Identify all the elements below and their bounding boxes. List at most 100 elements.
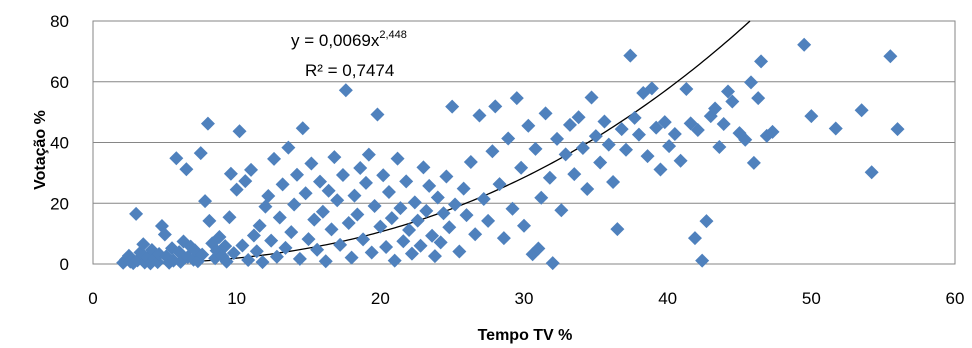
data-point [456,181,471,196]
data-point [725,94,740,109]
data-point [854,103,869,118]
trendline-equation: y = 0,0069x2,448 [291,29,407,50]
data-point [212,229,227,244]
data-point [226,246,241,261]
data-point [281,140,296,155]
data-point [272,210,287,225]
data-point [501,131,516,146]
data-point [452,244,467,259]
data-point [593,155,608,170]
y-tick-label: 40 [50,134,69,153]
data-point [425,228,440,243]
data-point [673,153,688,168]
x-tick-label: 30 [515,289,534,308]
data-point [667,126,682,141]
data-point [258,199,273,214]
data-point [267,151,282,166]
data-point [335,168,350,183]
data-point [445,99,460,114]
data-point [367,198,382,213]
y-tick-label: 60 [50,73,69,92]
data-point [370,107,385,122]
data-point [580,181,595,196]
y-tick-label: 20 [50,194,69,213]
data-point [427,249,442,264]
data-point [550,131,565,146]
data-point [485,144,500,159]
data-point [287,197,302,212]
x-tick-label: 20 [371,289,390,308]
data-point [606,174,621,189]
data-point [364,245,379,260]
data-point [361,147,376,162]
data-point [347,188,362,203]
data-point [301,232,316,247]
data-point [307,212,322,227]
data-point [588,129,603,144]
data-point [754,54,769,69]
data-point [690,123,705,138]
y-tick-label: 0 [60,255,69,274]
data-point [393,201,408,216]
x-tick-label: 60 [946,289,965,308]
data-point [376,168,391,183]
data-point [350,207,365,222]
data-point [255,255,270,270]
data-point [396,234,411,249]
data-point [472,108,487,123]
data-point [312,174,327,189]
data-point [601,137,616,152]
data-point [219,254,234,269]
data-point [534,190,549,205]
data-point [584,90,599,105]
data-point [298,186,313,201]
y-tick-label: 80 [50,12,69,31]
data-point [662,139,677,154]
data-point [640,149,655,164]
data-point [413,238,428,253]
data-point [246,228,261,243]
data-point [381,185,396,200]
data-point [129,206,144,221]
data-point [200,116,215,131]
tick-labels: 0 10 20 30 40 50 60 0 20 40 60 80 [50,12,964,308]
data-point [575,140,590,155]
data-point [422,178,437,193]
data-point [390,151,405,166]
data-point [327,150,342,165]
data-point [410,213,425,228]
data-point [517,218,531,233]
data-point [531,241,546,256]
data-point [610,222,625,237]
data-point [488,99,503,114]
data-point [558,147,573,162]
data-point [463,154,478,169]
data-point [344,250,359,265]
data-point [545,256,560,271]
data-point [439,169,454,184]
data-point [554,203,569,218]
data-point [538,106,553,121]
data-point [318,254,333,269]
data-point [292,251,307,266]
data-point [353,161,368,176]
data-point [193,146,208,161]
data-point [387,253,402,268]
data-point [679,82,694,97]
data-point [278,240,293,255]
data-point [567,167,582,182]
data-point [333,237,348,252]
data-point [295,121,310,136]
data-point [528,141,543,156]
data-point [743,75,758,90]
data-point [373,219,388,234]
data-point [136,237,151,252]
data-point [244,162,259,177]
data-point [384,211,399,226]
data-point [407,195,422,210]
data-point [883,49,898,64]
data-point [179,162,194,177]
data-point [195,247,210,262]
x-tick-label: 50 [802,289,821,308]
data-point [379,239,394,254]
